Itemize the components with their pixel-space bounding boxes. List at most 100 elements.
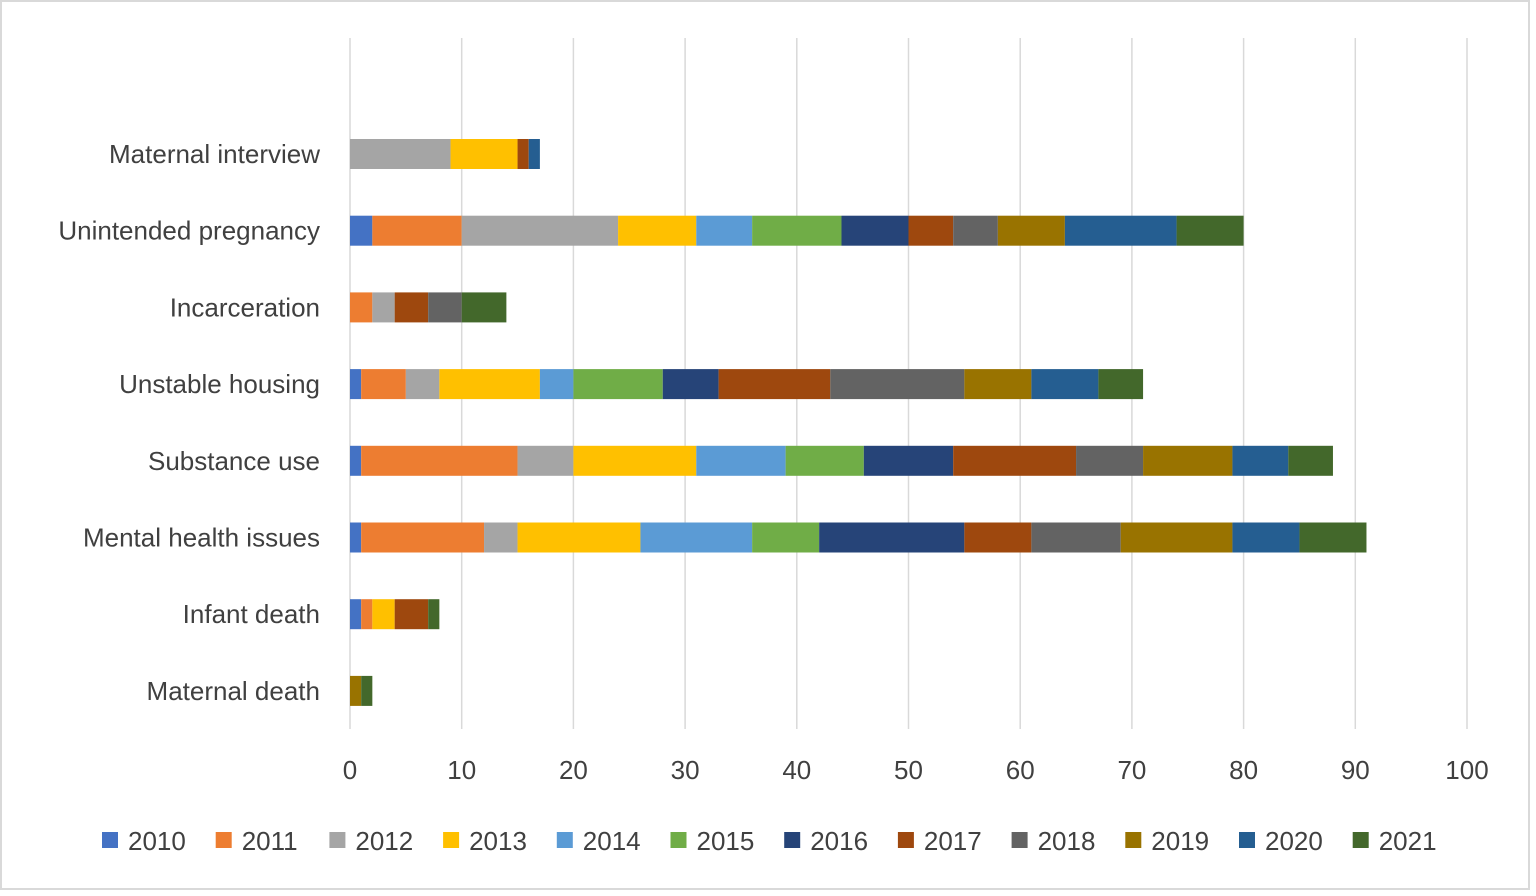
- bar-segment: [1120, 522, 1233, 553]
- bar-segment: [517, 522, 641, 553]
- legend-swatch: [784, 832, 801, 848]
- bar-segment: [841, 215, 909, 246]
- legend-label: 2015: [697, 826, 755, 856]
- bar-segment: [953, 445, 1077, 476]
- legend: 2010 2011 2012 2013 2014 2015 2016 2017 2018 2019…: [102, 826, 1437, 856]
- x-tick-label: 20: [559, 755, 588, 785]
- bar-segment: [372, 215, 462, 246]
- legend-label: 2018: [1038, 826, 1096, 856]
- bar-segment: [394, 292, 429, 323]
- bar-segment: [439, 369, 540, 400]
- bar-segment: [1076, 445, 1144, 476]
- x-tick-label: 30: [671, 755, 700, 785]
- legend-label: 2021: [1379, 826, 1437, 856]
- bar-segment: [350, 369, 362, 400]
- bar-segment: [1143, 445, 1233, 476]
- bar-segment: [830, 369, 965, 400]
- bar-segment: [350, 292, 373, 323]
- bar-segment: [1031, 369, 1099, 400]
- legend-label: 2019: [1151, 826, 1209, 856]
- bar-segment: [350, 599, 362, 630]
- legend-swatch: [556, 832, 573, 848]
- legend-swatch: [1011, 832, 1028, 848]
- bar-segment: [539, 369, 574, 400]
- legend-swatch: [897, 832, 914, 848]
- x-tick-label: 70: [1117, 755, 1146, 785]
- bar-segment: [1288, 445, 1333, 476]
- bar-segment: [428, 599, 440, 630]
- legend-label: 2017: [924, 826, 982, 856]
- legend-label: 2016: [810, 826, 868, 856]
- bar-segment: [752, 522, 820, 553]
- x-tick-label: 10: [447, 755, 476, 785]
- bar-segment: [863, 445, 954, 476]
- category-label: Maternal death: [147, 676, 320, 706]
- bar-segment: [372, 599, 395, 630]
- bar-segment: [372, 292, 395, 323]
- bar-segment: [964, 369, 1032, 400]
- bar-segment: [350, 675, 362, 706]
- category-label: Substance use: [148, 446, 320, 476]
- x-tick-label: 90: [1341, 755, 1370, 785]
- bar-segment: [1299, 522, 1367, 553]
- legend-label: 2014: [583, 826, 641, 856]
- legend-swatch: [215, 832, 232, 848]
- category-label: Incarceration: [170, 292, 320, 322]
- category-label: Infant death: [183, 599, 320, 629]
- bar-segment: [394, 599, 429, 630]
- bar-segment: [662, 369, 719, 400]
- bar-segment: [528, 139, 540, 169]
- category-label: Unintended pregnancy: [58, 216, 320, 246]
- category-label: Unstable housing: [119, 369, 320, 399]
- legend-swatch: [1125, 832, 1142, 848]
- legend-swatch: [670, 832, 687, 848]
- bar-segment: [517, 139, 529, 169]
- bar-segment: [484, 522, 518, 553]
- bar-segment: [573, 369, 663, 400]
- legend-label: 2020: [1265, 826, 1323, 856]
- bar-segment: [1232, 445, 1289, 476]
- bar-segment: [461, 215, 619, 246]
- bar-segment: [428, 292, 462, 323]
- bar-segment: [361, 599, 373, 630]
- bar-segment: [405, 369, 440, 400]
- x-tick-label: 80: [1229, 755, 1258, 785]
- bar-segment: [573, 445, 697, 476]
- legend-swatch: [1239, 832, 1255, 848]
- x-tick-label: 0: [343, 755, 357, 785]
- legend-swatch: [329, 832, 346, 848]
- bars: [350, 139, 1367, 706]
- legend-label: 2012: [355, 826, 413, 856]
- bar-segment: [350, 139, 451, 169]
- category-label: Maternal interview: [109, 139, 320, 169]
- bar-segment: [718, 369, 831, 400]
- bar-segment: [361, 369, 406, 400]
- legend-label: 2013: [469, 826, 527, 856]
- bar-segment: [350, 445, 362, 476]
- bar-segment: [640, 522, 753, 553]
- bar-segment: [953, 215, 998, 246]
- bar-segment: [696, 215, 753, 246]
- bar-segment: [1176, 215, 1244, 246]
- bar-segment: [964, 522, 1032, 553]
- bar-segment: [350, 522, 362, 553]
- value-axis: 0 10 20 30 40 50 60 70 80 90 100: [343, 755, 1489, 785]
- bar-segment: [908, 215, 954, 246]
- legend-label: 2010: [128, 826, 186, 856]
- x-tick-label: 50: [894, 755, 923, 785]
- bar-segment: [1098, 369, 1144, 400]
- bar-segment: [1031, 522, 1121, 553]
- legend-swatch: [443, 832, 460, 848]
- bar-segment: [819, 522, 965, 553]
- bar-segment: [450, 139, 518, 169]
- bar-segment: [752, 215, 842, 246]
- legend-label: 2011: [242, 826, 298, 856]
- legend-swatch: [1352, 832, 1369, 848]
- bar-segment: [517, 445, 574, 476]
- category-axis: Maternal interview Unintended pregnancy In…: [58, 139, 320, 706]
- legend-swatch: [102, 832, 118, 848]
- bar-segment: [361, 522, 485, 553]
- bar-segment: [618, 215, 697, 246]
- bar-segment: [785, 445, 864, 476]
